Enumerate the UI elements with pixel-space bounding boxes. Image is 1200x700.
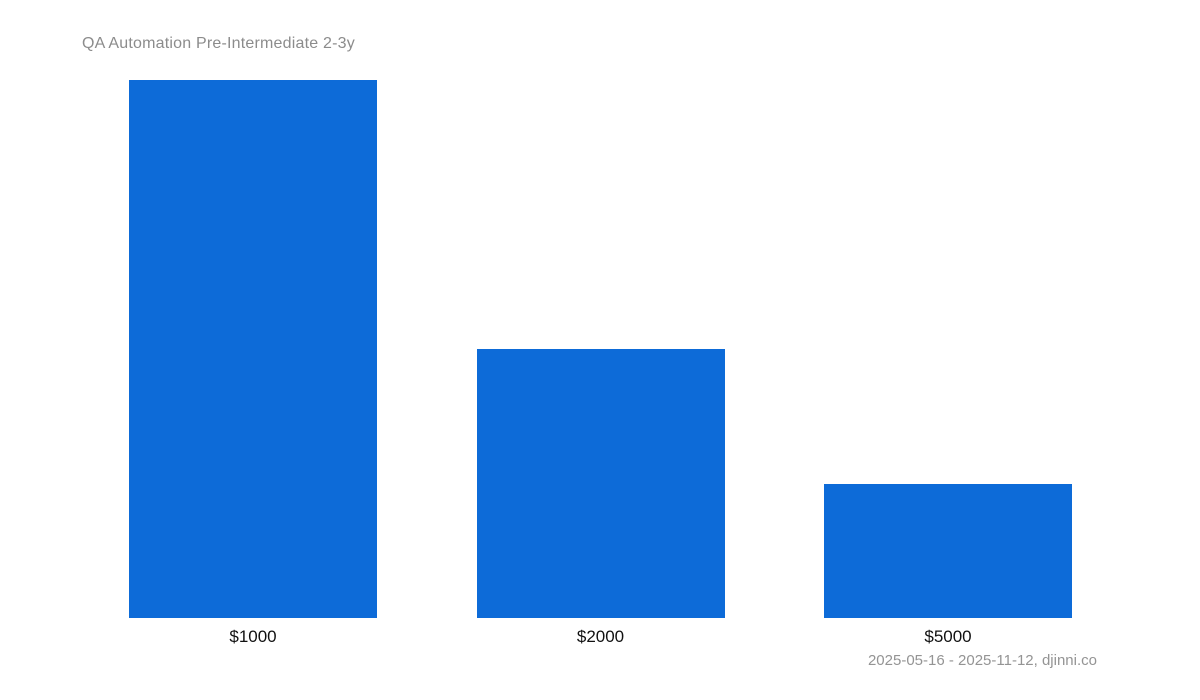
x-axis-label: $1000 bbox=[229, 627, 277, 646]
x-axis-labels: $1000 $2000 $5000 bbox=[129, 618, 1072, 647]
bar-usd5000 bbox=[824, 483, 1072, 618]
bar-plot-area bbox=[129, 80, 1072, 618]
chart-title: QA Automation Pre-Intermediate 2-3y bbox=[82, 35, 355, 52]
x-axis-label: $5000 bbox=[924, 627, 972, 646]
bar-usd1000 bbox=[129, 80, 377, 618]
bar-usd2000 bbox=[476, 349, 725, 618]
x-axis-label: $2000 bbox=[576, 627, 625, 646]
chart-footnote: 2025-05-16 - 2025-11-12, djinni.co bbox=[867, 652, 1097, 669]
